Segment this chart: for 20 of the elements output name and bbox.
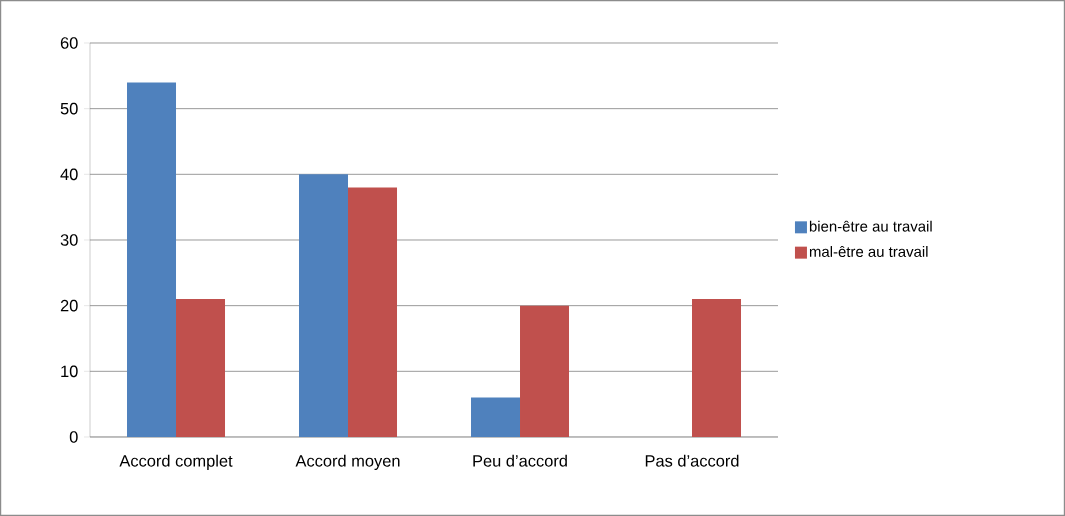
y-tick-label: 50 <box>60 102 78 115</box>
bar <box>471 397 521 437</box>
y-tick-label: 30 <box>60 234 78 246</box>
x-tick-label: Accord complet <box>119 454 233 470</box>
legend-label: bien-être au travail <box>809 220 932 232</box>
x-tick-label: Peu d’accord <box>473 454 567 467</box>
bar <box>348 187 398 437</box>
bar <box>127 82 177 437</box>
y-tick-label: 10 <box>61 365 78 378</box>
y-tick-label: 0 <box>69 431 78 443</box>
y-tick-label: 40 <box>60 168 78 181</box>
legend-label: mal-être au travail <box>809 245 928 257</box>
y-tick-label: 60 <box>60 37 78 49</box>
bar <box>520 305 570 437</box>
x-tick-label: Accord moyen <box>295 454 400 470</box>
bar <box>299 174 349 437</box>
x-tick-label: Pas d’accord <box>645 454 739 467</box>
bar <box>176 299 226 437</box>
y-tick-label: 20 <box>60 299 78 312</box>
bar <box>692 299 742 437</box>
